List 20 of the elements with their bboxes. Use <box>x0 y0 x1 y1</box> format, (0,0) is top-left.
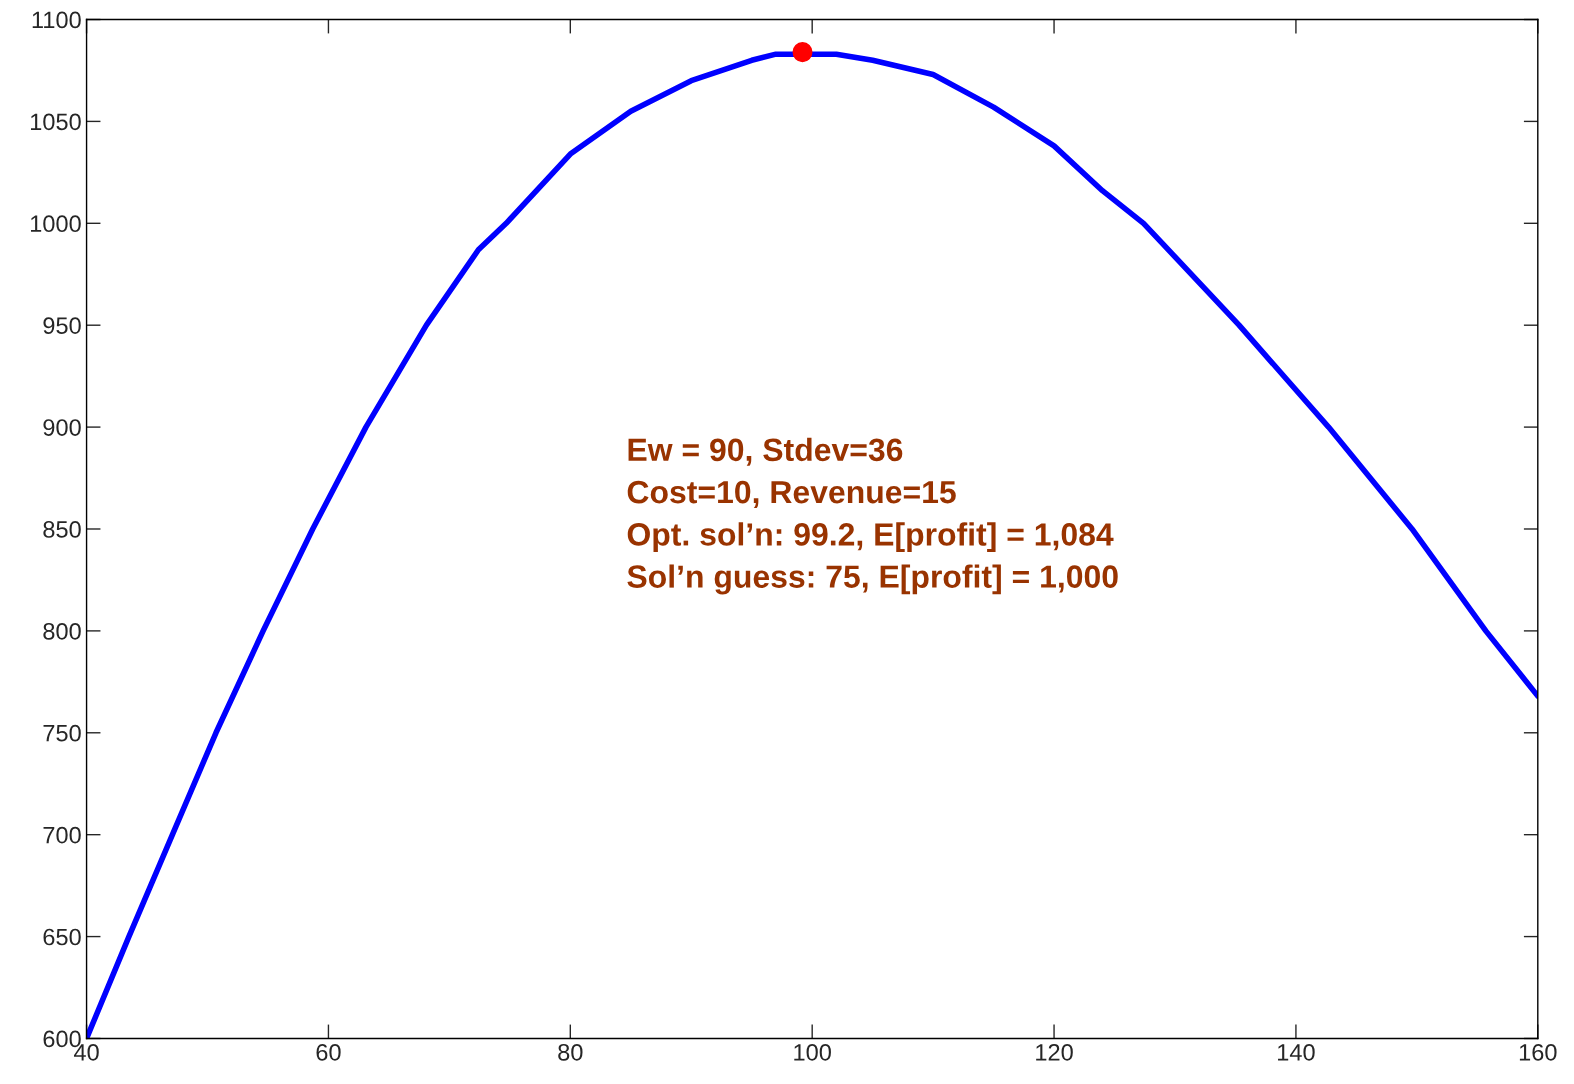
annotation: Sol’n guess: 75, E[profit] = 1,000 <box>627 564 1118 595</box>
y-tick-label: 1050 <box>30 113 81 131</box>
y-tick-label: 1000 <box>30 215 81 233</box>
y-tick-label: 950 <box>43 317 81 334</box>
annotation: Ew = 90, Stdev=36 <box>628 437 903 466</box>
x-tick-label: 60 <box>316 1043 341 1061</box>
y-tick-label: 800 <box>43 622 81 640</box>
y-tick-label: 750 <box>43 724 81 742</box>
x-tick-label: 100 <box>794 1043 831 1061</box>
x-tick-label: 120 <box>1036 1043 1073 1061</box>
x-tick-label: 160 <box>1519 1043 1557 1061</box>
x-tick-label: 140 <box>1278 1043 1315 1061</box>
y-tick-label: 900 <box>43 419 81 436</box>
annotation: Opt. sol’n: 99.2, E[profit] = 1,084 <box>627 522 1114 553</box>
y-tick-label: 850 <box>43 521 81 538</box>
y-tick-label: 700 <box>43 826 81 844</box>
annotation: Cost=10, Revenue=15 <box>627 480 956 509</box>
x-tick-label: 80 <box>558 1043 583 1061</box>
y-tick-label: 650 <box>43 928 81 946</box>
y-tick-label: 1100 <box>32 11 81 29</box>
